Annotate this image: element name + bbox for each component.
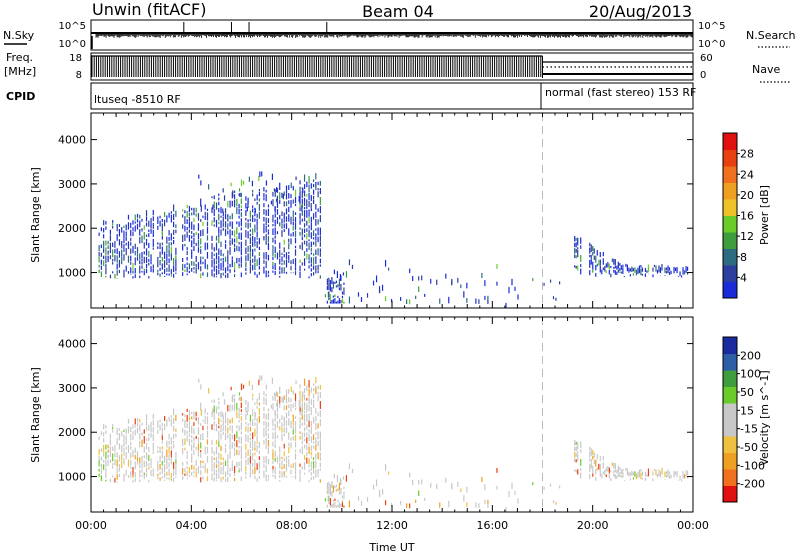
nsky-tick-top: 10^5 — [59, 21, 86, 32]
colorbar-segment — [723, 386, 737, 404]
x-tick-label: 16:00 — [476, 519, 508, 532]
colorbar-tick-label: 200 — [740, 349, 761, 362]
power-colorbar: 28 24 20 16 12 8 4 — [722, 132, 754, 299]
y-tick-label: 2000 — [58, 426, 86, 439]
y-tick-label: 1000 — [58, 471, 86, 484]
nsky-label: N.Sky — [3, 29, 35, 42]
freq-trace — [91, 55, 693, 78]
nave-tick-top: 60 — [700, 53, 713, 64]
power-ylabel: Slant Range [km] — [29, 167, 42, 263]
colorbar-segment — [723, 215, 737, 233]
colorbar-segment — [723, 370, 737, 387]
colorbar-tick-label: 12 — [740, 230, 754, 243]
x-tick-label: 20:00 — [577, 519, 609, 532]
y-tick-label: 2000 — [58, 222, 86, 235]
cpid-mode-2: normal (fast stereo) 153 RF — [545, 86, 696, 99]
colorbar-tick-label: -50 — [740, 441, 758, 454]
colorbar-tick-label: 20 — [740, 189, 754, 202]
x-tick-label: 04:00 — [175, 519, 207, 532]
nsearch-tick-bottom: 10^0 — [698, 39, 725, 50]
power-colorbar-title: Power [dB] — [758, 185, 771, 245]
power-y-axis: 4000 3000 2000 1000 — [58, 134, 693, 280]
nsearch-tick-top: 10^5 — [698, 21, 725, 32]
y-tick-label: 4000 — [58, 134, 86, 147]
velocity-x-ticks: 00:00 04:00 08:00 12:00 16:00 20:00 00:00 — [75, 317, 709, 532]
colorbar-tick-label: 28 — [740, 148, 754, 161]
colorbar-segment — [723, 199, 737, 216]
nsky-tick-bottom: 10^0 — [59, 39, 86, 50]
xlabel: Time UT — [368, 541, 414, 554]
colorbar-segment — [723, 485, 737, 503]
nave-label: Nave — [752, 63, 780, 76]
nave-tick-bottom: 0 — [700, 70, 706, 81]
velocity-colorbar: 200 100 50 15 -15 -50 -100 -200 — [722, 336, 765, 503]
x-tick-label: 00:00 — [677, 519, 709, 532]
y-tick-label: 4000 — [58, 338, 86, 351]
colorbar-segment — [723, 469, 737, 486]
power-x-ticks — [90, 113, 694, 308]
velocity-colorbar-title: Velocity [m s^-1] — [758, 370, 771, 465]
colorbar-segment — [723, 337, 737, 354]
colorbar-segment — [723, 452, 737, 470]
colorbar-tick-label: 4 — [740, 271, 747, 284]
freq-tick-bottom: 8 — [76, 70, 82, 81]
freq-strip-frame — [90, 52, 694, 81]
x-tick-label: 08:00 — [276, 519, 308, 532]
colorbar-segment — [723, 166, 737, 183]
x-tick-label: 00:00 — [75, 519, 107, 532]
colorbar-tick-label: 50 — [740, 386, 754, 399]
colorbar-tick-label: 15 — [740, 404, 754, 417]
velocity-ylabel: Slant Range [km] — [29, 367, 42, 463]
colorbar-tick-label: 8 — [740, 251, 747, 264]
y-tick-label: 3000 — [58, 178, 86, 191]
velocity-y-axis: 4000 3000 2000 1000 — [58, 338, 693, 484]
nsearch-label: N.Search — [746, 29, 796, 42]
nsky-trace — [91, 22, 694, 49]
x-tick-label: 12:00 — [376, 519, 408, 532]
colorbar-segment — [723, 281, 737, 299]
y-tick-label: 1000 — [58, 267, 86, 280]
beam-title: Beam 04 — [362, 2, 434, 21]
colorbar-tick-label: 24 — [740, 168, 754, 181]
freq-label-2: [MHz] — [4, 65, 36, 78]
station-title: Unwin (fitACF) — [92, 0, 206, 19]
cpid-mode-1: ltuseq -8510 RF — [94, 93, 181, 106]
freq-tick-top: 18 — [69, 53, 82, 64]
colorbar-segment — [723, 436, 737, 453]
colorbar-tick-label: 16 — [740, 210, 754, 223]
colorbar-segment — [723, 182, 737, 200]
colorbar-tick-label: -15 — [740, 423, 758, 436]
colorbar-tick-label: -100 — [740, 459, 765, 472]
colorbar-segment — [723, 353, 737, 371]
colorbar-segment — [723, 419, 737, 437]
cpid-label: CPID — [6, 90, 35, 103]
cpid-strip-frame — [90, 82, 694, 110]
colorbar-segment — [723, 265, 737, 282]
colorbar-segment — [723, 133, 737, 150]
y-tick-label: 3000 — [58, 382, 86, 395]
colorbar-segment — [723, 232, 737, 249]
velocity-echoes — [98, 375, 689, 513]
colorbar-segment — [723, 403, 737, 420]
colorbar-tick-label: -200 — [740, 478, 765, 491]
colorbar-segment — [723, 248, 737, 266]
colorbar-segment — [723, 149, 737, 167]
power-echoes — [98, 171, 689, 309]
freq-label-1: Freq. — [6, 51, 33, 64]
colorbar-tick-label: 100 — [740, 368, 761, 381]
date-title: 20/Aug/2013 — [589, 2, 692, 21]
